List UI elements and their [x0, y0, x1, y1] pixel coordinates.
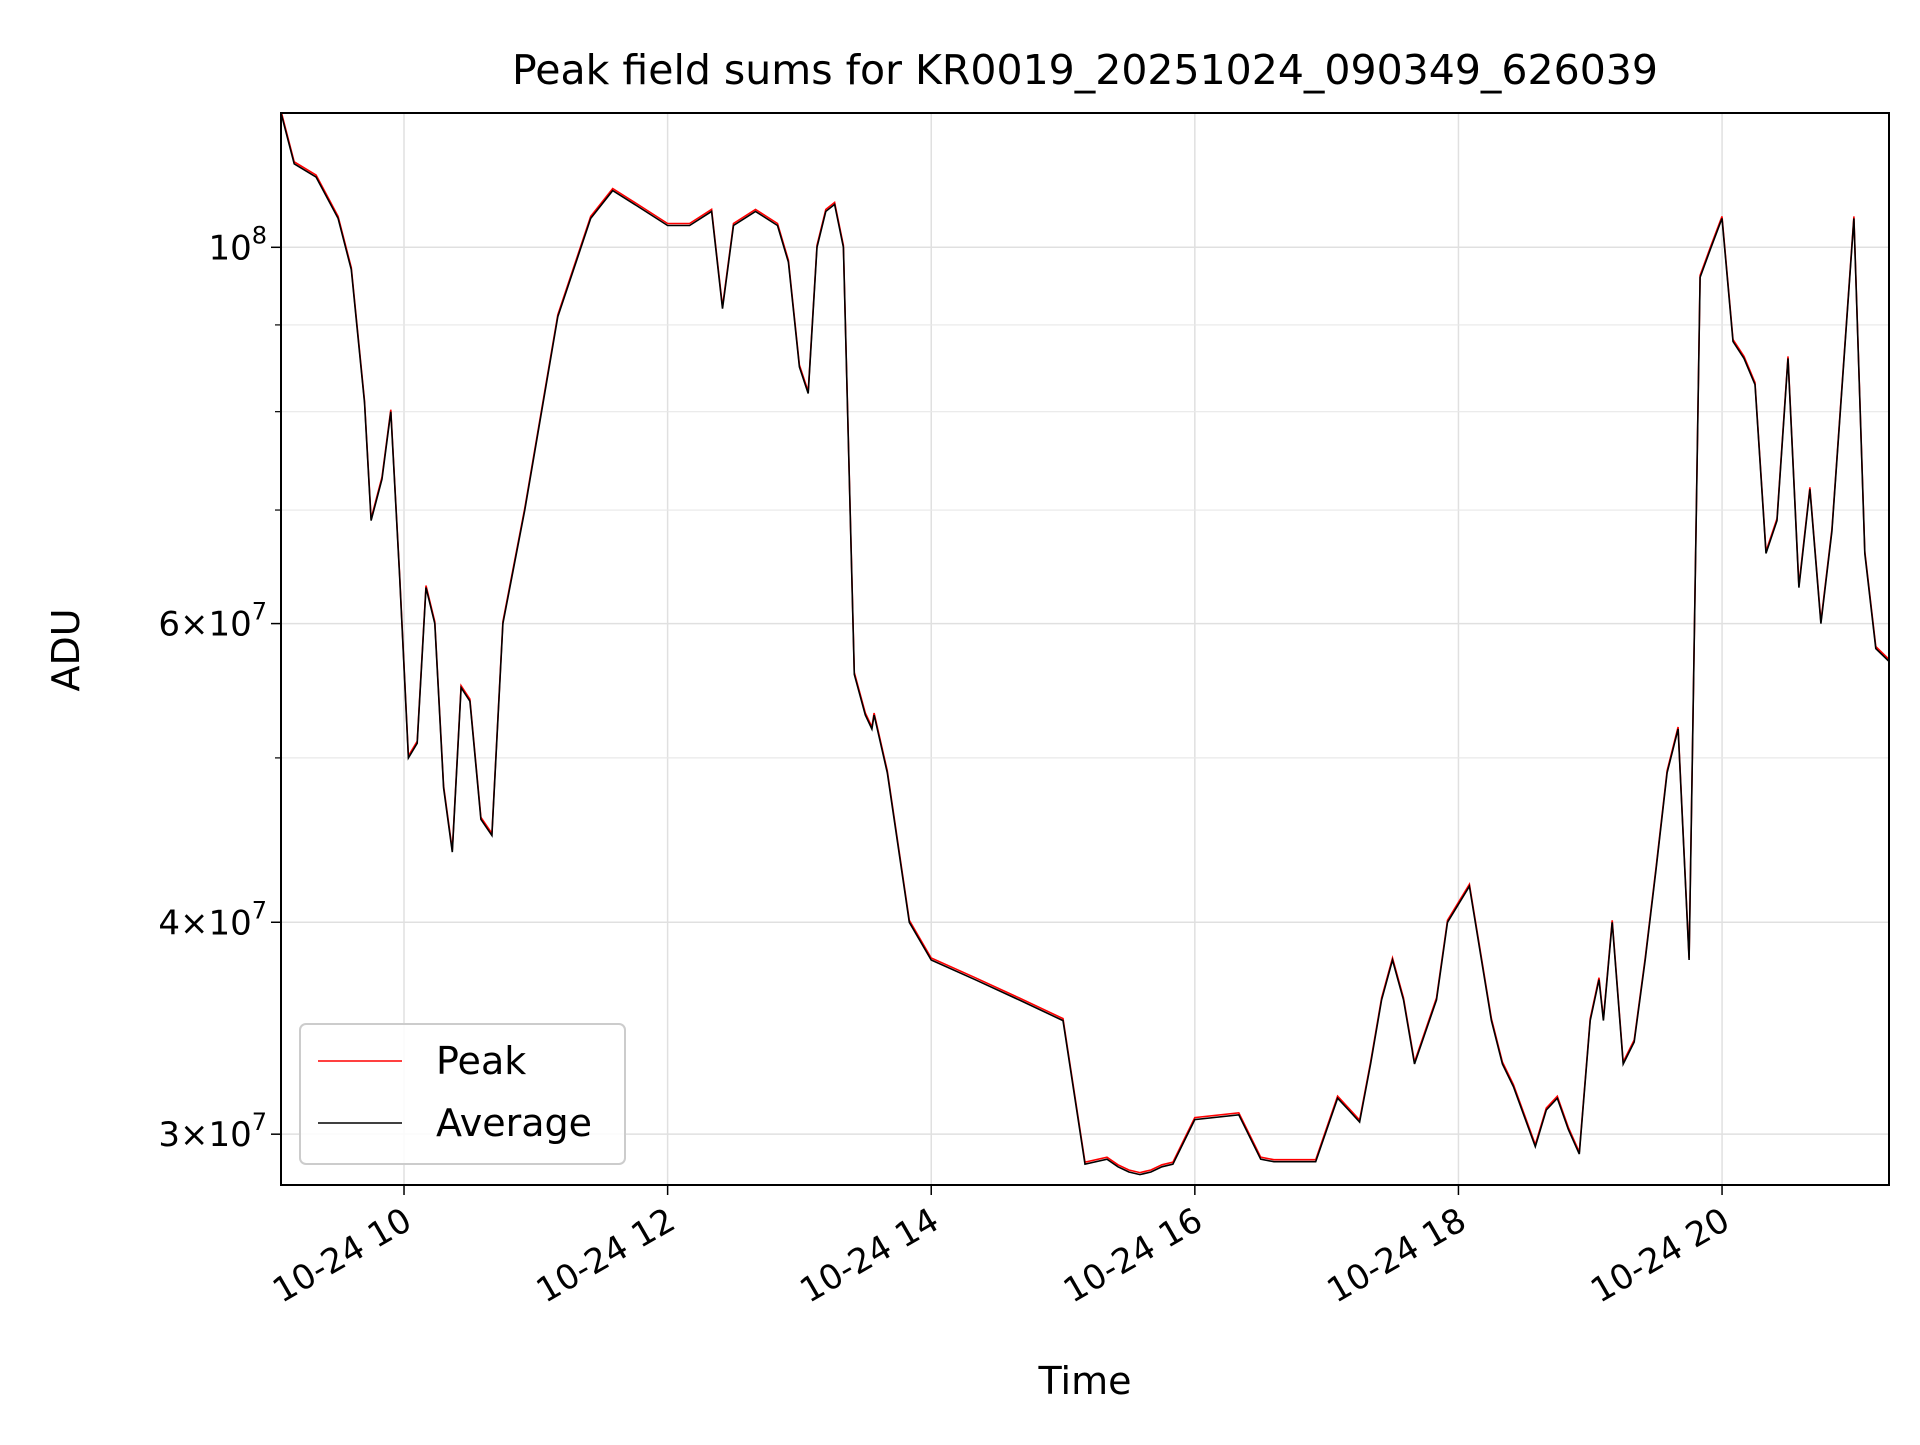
x-tick-label: 10-24 12 — [530, 1200, 682, 1311]
x-tick-label: 10-24 10 — [266, 1200, 418, 1311]
y-tick-label: 6×107 — [158, 598, 267, 645]
grid — [281, 113, 1889, 1185]
x-tick-label: 10-24 18 — [1321, 1200, 1473, 1311]
legend: Peak Average — [299, 1023, 626, 1165]
legend-label-peak: Peak — [436, 1039, 526, 1083]
x-axis-ticks: 10-24 10 10-24 12 10-24 14 10-24 16 10-24 18… — [266, 1185, 1737, 1311]
legend-label-average: Average — [436, 1101, 592, 1145]
series-line-peak — [281, 113, 1889, 1174]
y-axis-ticks: 3×107 4×107 6×107 108 — [158, 221, 281, 1155]
series-line-average — [281, 113, 1889, 1176]
data-lines — [281, 113, 1889, 1176]
chart-title: Peak field sums for KR0019_20251024_0903… — [512, 46, 1658, 94]
x-tick-label: 10-24 16 — [1057, 1200, 1209, 1311]
y-tick-label: 4×107 — [158, 896, 267, 943]
y-axis-label: ADU — [44, 608, 88, 691]
y-tick-label: 3×107 — [158, 1108, 267, 1155]
x-tick-label: 10-24 20 — [1584, 1200, 1736, 1311]
x-tick-label: 10-24 14 — [793, 1200, 945, 1311]
y-tick-label: 108 — [208, 221, 267, 268]
x-axis-label: Time — [1038, 1359, 1132, 1403]
legend-box — [299, 1023, 626, 1165]
plot-frame — [280, 112, 1890, 1186]
